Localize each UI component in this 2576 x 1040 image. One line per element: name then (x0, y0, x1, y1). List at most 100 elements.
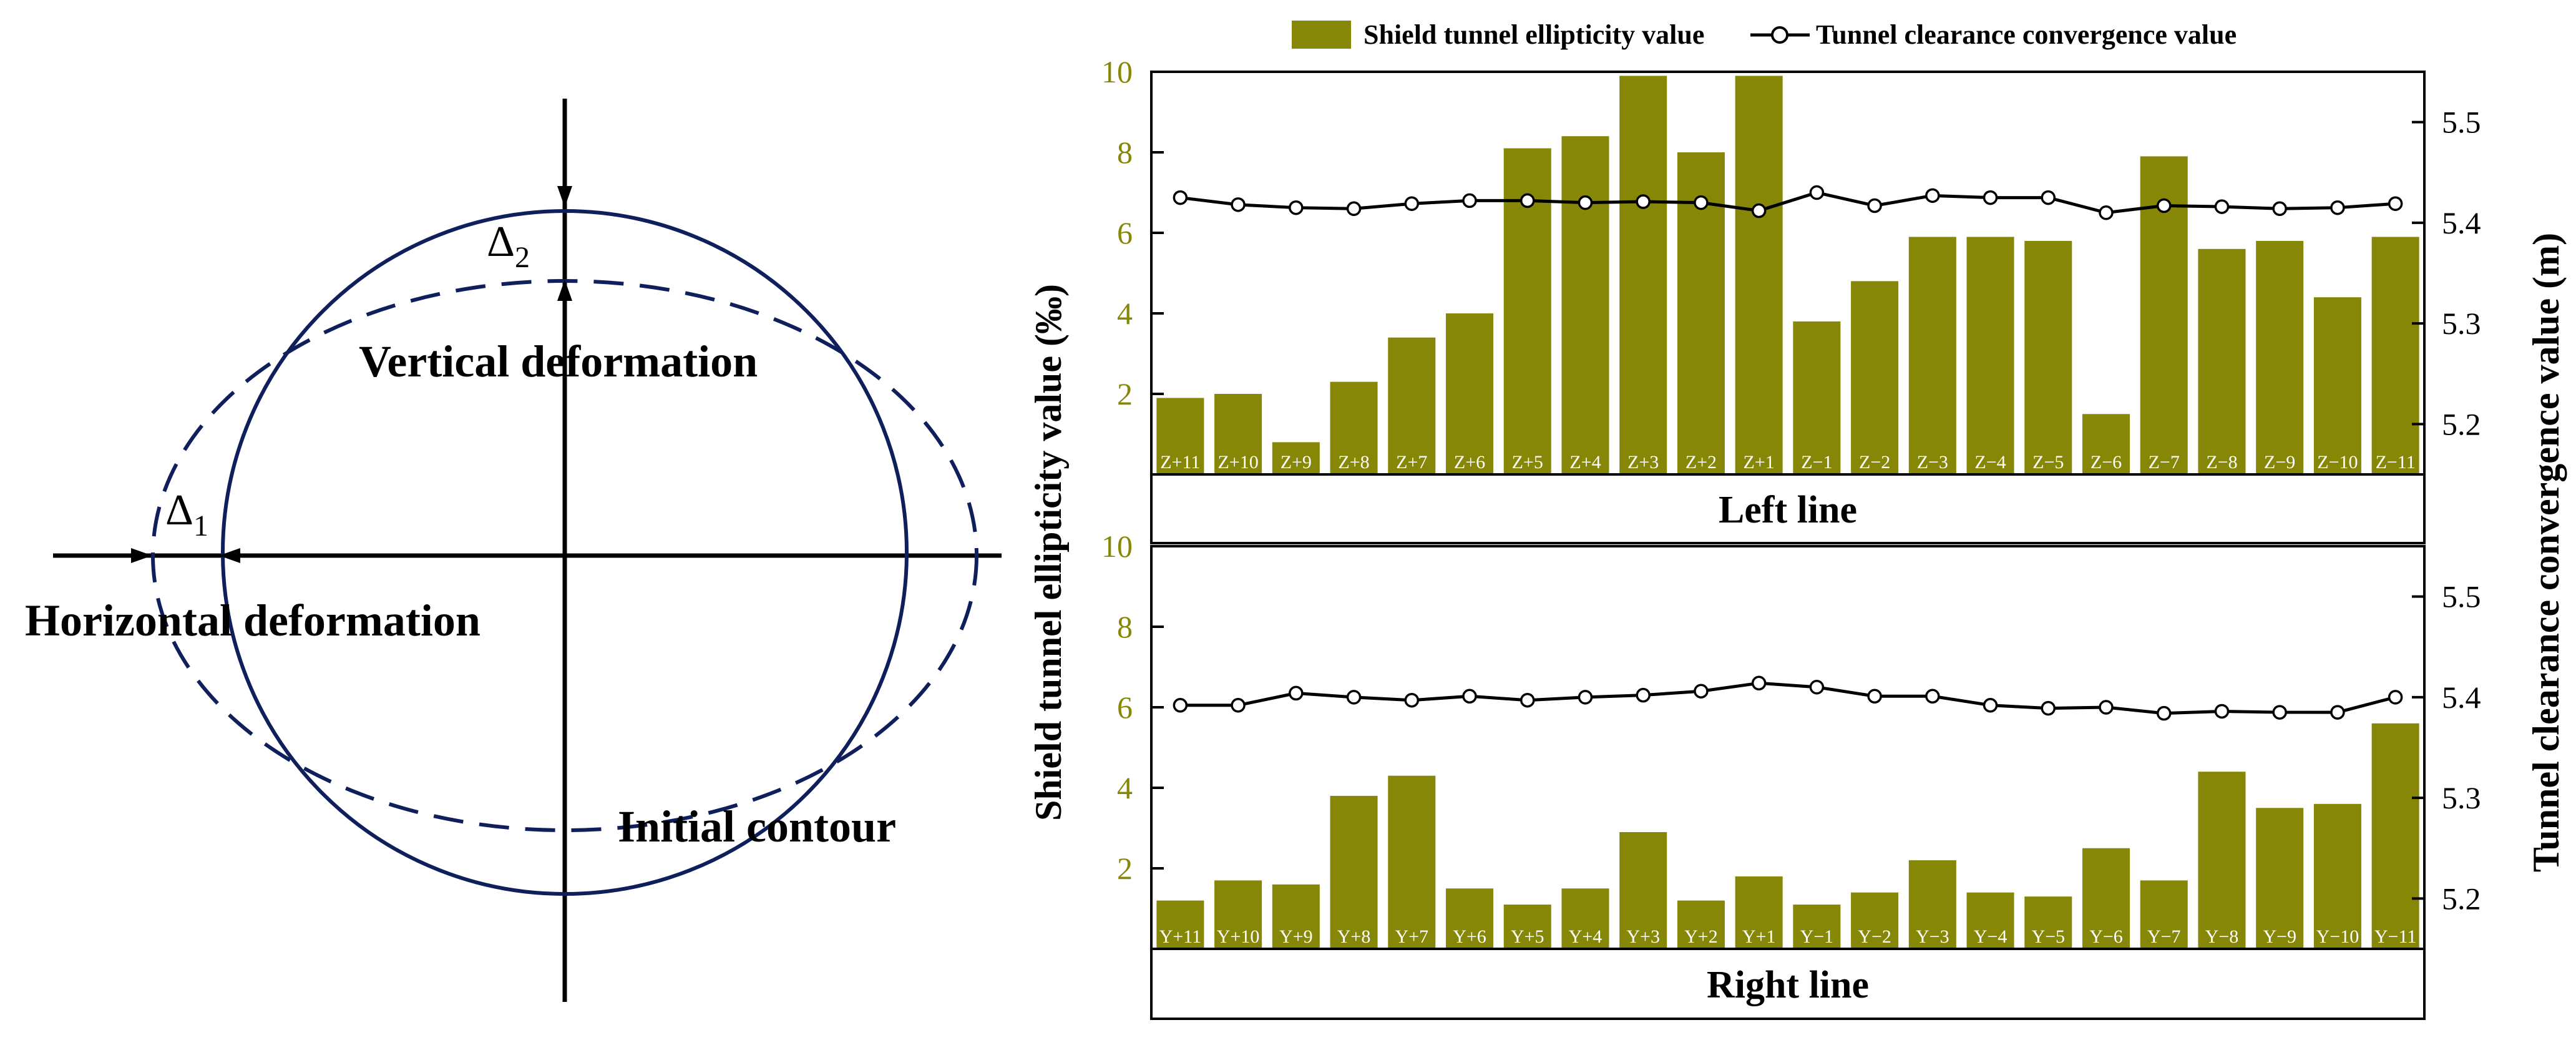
category-label-right-line-8: Y+4 (1569, 926, 1603, 947)
category-label-left-line-3: Z+9 (1281, 452, 1312, 473)
left-tick-label-left-line-6: 6 (1117, 215, 1133, 250)
convergence-point-right-line-19 (2214, 704, 2230, 719)
category-label-right-line-13: Y−2 (1858, 926, 1891, 947)
category-label-left-line-15: Z−4 (1974, 452, 2006, 473)
category-label-right-line-3: Y+9 (1279, 926, 1313, 947)
category-label-right-line-10: Y+2 (1684, 926, 1718, 947)
convergence-point-right-line-7 (1520, 692, 1535, 708)
convergence-point-right-line-10 (1694, 684, 1709, 699)
legend-line-label: Tunnel clearance convergence value (1816, 19, 2237, 50)
category-label-right-line-20: Y−9 (2263, 926, 2296, 947)
convergence-point-right-line-17 (2099, 700, 2114, 715)
category-label-right-line-2: Y+10 (1217, 926, 1260, 947)
bar-right-line-13 (1851, 892, 1899, 949)
category-label-left-line-6: Z+6 (1454, 452, 1485, 473)
category-label-left-line-13: Z−2 (1859, 452, 1890, 473)
legend: Shield tunnel ellipticity value Tunnel c… (1292, 19, 2237, 50)
delta2-top-arrowhead (557, 186, 572, 207)
right-tick-label-right-line-5.5: 5.5 (2442, 579, 2481, 614)
bar-right-line-17 (2082, 848, 2130, 949)
delta2-bottom-arrowhead (557, 280, 572, 301)
panel-frame-left-line (1150, 71, 2426, 544)
bar-left-line-20 (2256, 240, 2304, 474)
right-axis-title: Tunnel clearance convergence value (m) (2525, 233, 2567, 872)
panel-frame-right-line (1150, 545, 2426, 1020)
category-label-left-line-4: Z+8 (1338, 452, 1369, 473)
category-label-right-line-14: Y−3 (1916, 926, 1949, 947)
convergence-point-right-line-1 (1173, 698, 1188, 713)
panel-label-left-line: Left line (1719, 489, 1857, 531)
convergence-line-left-line (1180, 190, 2396, 215)
right-tick-label-left-line-5.5: 5.5 (2442, 105, 2481, 140)
bar-right-line-21 (2313, 803, 2361, 949)
left-tick-label-left-line-10: 10 (1101, 54, 1133, 89)
convergence-point-left-line-6 (1462, 193, 1477, 208)
left-tick-label-left-line-4: 4 (1117, 296, 1133, 331)
delta1-subscript: 1 (193, 509, 208, 542)
category-label-right-line-15: Y−4 (1974, 926, 2008, 947)
convergence-point-left-line-13 (1867, 198, 1882, 213)
bar-right-line-1 (1156, 900, 1204, 949)
category-label-left-line-5: Z+7 (1396, 452, 1427, 473)
bar-right-line-5 (1388, 775, 1436, 949)
convergence-point-left-line-17 (2099, 205, 2114, 220)
convergence-point-left-line-22 (2388, 196, 2403, 211)
category-label-right-line-18: Y−7 (2147, 926, 2181, 947)
bar-right-line-15 (1966, 892, 2014, 949)
delta2-symbol: Δ (487, 218, 515, 266)
convergence-point-right-line-8 (1578, 690, 1593, 705)
panel-right-line: Y+11 Y+10 Y+9 Y+8 Y+7 Y+6 Y+5 Y+4 Y+3 Y+2 Y+1 Y−1 Y−… (1101, 529, 2481, 1020)
convergence-line-right-line (1180, 681, 2396, 715)
category-label-right-line-21: Y−10 (2316, 926, 2359, 947)
bar-right-line-10 (1677, 900, 1725, 949)
right-tick-label-left-line-5.4: 5.4 (2442, 205, 2481, 240)
delta2-label: Δ2 (487, 218, 530, 274)
bar-left-line-2 (1214, 394, 1262, 474)
deformation-diagram: Δ2 Δ1 Vertical deformation Horizontal de… (25, 99, 1002, 1002)
category-label-left-line-8: Z+4 (1569, 452, 1601, 473)
convergence-point-left-line-11 (1751, 203, 1767, 218)
initial-contour-circle (221, 209, 909, 896)
left-tick-label-left-line-2: 2 (1117, 376, 1133, 411)
delta1-label: Δ1 (165, 486, 208, 542)
legend-bar-swatch (1292, 21, 1351, 49)
convergence-point-right-line-5 (1404, 692, 1420, 708)
category-label-right-line-7: Y+5 (1511, 926, 1544, 947)
right-tick-label-right-line-5.3: 5.3 (2442, 780, 2481, 815)
left-tick-label-right-line-4: 4 (1117, 770, 1133, 805)
convergence-point-right-line-11 (1751, 675, 1767, 691)
left-axis-title: Shield tunnel ellipticity value (‰) (1028, 284, 1069, 821)
convergence-point-right-line-20 (2272, 705, 2287, 720)
convergence-point-left-line-1 (1173, 190, 1188, 205)
bar-right-line-2 (1214, 880, 1262, 949)
bar-left-line-14 (1908, 237, 1956, 474)
bar-left-line-4 (1330, 381, 1378, 474)
category-label-left-line-12: Z−1 (1801, 452, 1832, 473)
delta1-symbol: Δ (165, 486, 193, 534)
category-label-left-line-7: Z+5 (1512, 452, 1543, 473)
convergence-point-left-line-18 (2156, 198, 2172, 213)
delta1-left-arrowhead (131, 548, 152, 563)
vertical-deformation-label: Vertical deformation (359, 336, 758, 386)
convergence-point-right-line-18 (2156, 705, 2172, 721)
bar-right-line-16 (2024, 896, 2072, 949)
bar-right-line-18 (2140, 880, 2188, 949)
category-label-left-line-17: Z−6 (2091, 452, 2122, 473)
left-tick-label-right-line-6: 6 (1117, 690, 1133, 725)
category-label-right-line-4: Y+8 (1337, 926, 1371, 947)
initial-contour-label: Initial contour (618, 802, 896, 851)
bar-right-line-20 (2256, 808, 2304, 949)
category-label-left-line-20: Z−9 (2264, 452, 2295, 473)
bar-right-line-14 (1908, 860, 1956, 949)
bar-left-line-13 (1851, 281, 1899, 474)
convergence-point-right-line-6 (1462, 689, 1477, 704)
bar-left-line-19 (2198, 248, 2246, 474)
convergence-point-left-line-4 (1346, 201, 1362, 217)
convergence-point-left-line-2 (1231, 197, 1246, 212)
category-label-right-line-6: Y+6 (1453, 926, 1486, 947)
bar-left-line-8 (1561, 136, 1609, 474)
category-label-right-line-9: Y+3 (1626, 926, 1660, 947)
bar-right-line-11 (1735, 876, 1783, 949)
category-label-right-line-19: Y−8 (2205, 926, 2239, 947)
